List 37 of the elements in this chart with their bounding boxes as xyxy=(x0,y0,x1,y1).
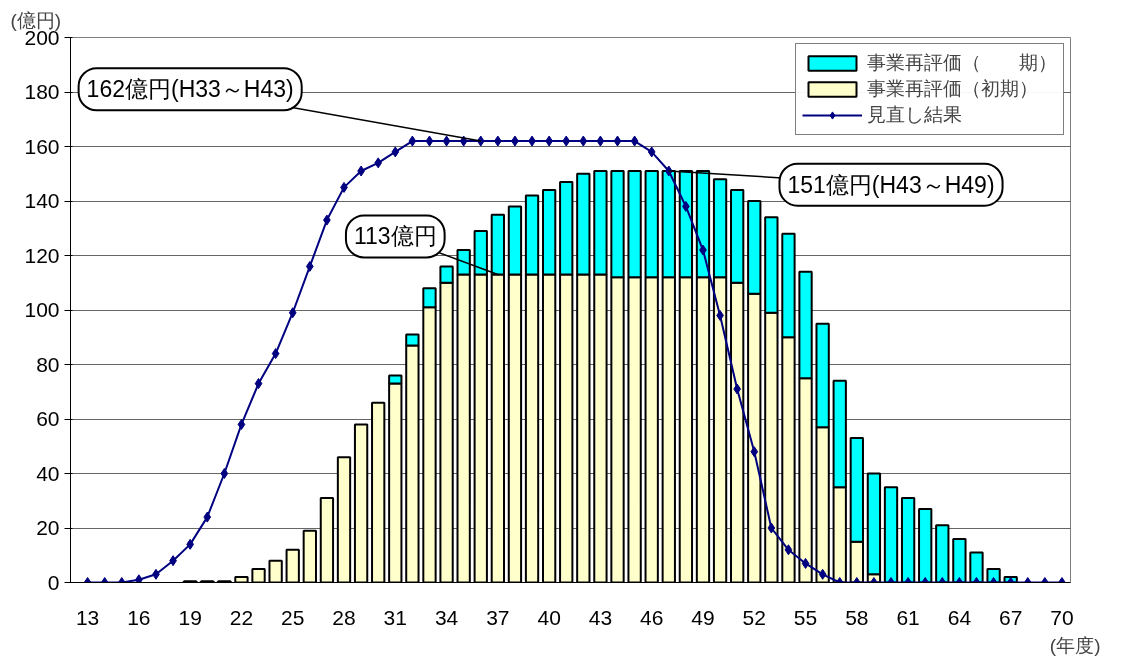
x-tick-label: 49 xyxy=(691,605,715,629)
x-tick-label: 64 xyxy=(947,605,972,629)
y-tick-label: 0 xyxy=(47,570,60,594)
y-tick-label: 160 xyxy=(24,134,60,158)
legend-label: 事業再評価（初期） xyxy=(867,77,1038,101)
x-tick-label: 13 xyxy=(75,605,100,629)
legend-label: 見直し結果 xyxy=(867,103,962,127)
x-tick-label: 52 xyxy=(742,605,766,629)
x-tick-label: 25 xyxy=(281,605,305,629)
x-axis-title: (年度) xyxy=(1049,634,1101,656)
x-tick-label: 37 xyxy=(486,605,510,629)
x-tick-label: 55 xyxy=(793,605,818,629)
y-tick-label: 140 xyxy=(24,189,60,212)
annotation: 162億円(H33～H43) xyxy=(86,76,294,103)
y-tick-label: 40 xyxy=(36,461,60,485)
x-tick-label: 61 xyxy=(896,605,920,629)
x-tick-label: 22 xyxy=(229,605,254,629)
x-tick-label: 34 xyxy=(434,605,459,629)
annotation: 151億円(H43～H49) xyxy=(787,171,995,198)
x-tick-label: 43 xyxy=(588,605,613,629)
y-tick-label: 180 xyxy=(24,80,60,103)
y-tick-label: 100 xyxy=(24,298,60,321)
x-tick-label: 28 xyxy=(332,605,356,629)
x-tick-label: 58 xyxy=(845,605,869,629)
annotation: 113億円 xyxy=(353,223,437,250)
x-tick-label: 19 xyxy=(178,605,202,629)
x-tick-label: 40 xyxy=(537,605,561,629)
y-tick-label: 120 xyxy=(24,243,60,267)
y-tick-label: 20 xyxy=(36,516,60,539)
x-tick-label: 67 xyxy=(998,605,1023,629)
legend-label: 事業再評価（ 期） xyxy=(867,51,1057,75)
y-tick-label: 80 xyxy=(36,352,60,376)
x-tick-label: 46 xyxy=(640,605,664,629)
y-tick-label: 60 xyxy=(36,407,60,430)
x-tick-label: 16 xyxy=(127,605,151,629)
x-tick-label: 70 xyxy=(1050,605,1074,629)
x-tick-label: 31 xyxy=(383,605,407,629)
